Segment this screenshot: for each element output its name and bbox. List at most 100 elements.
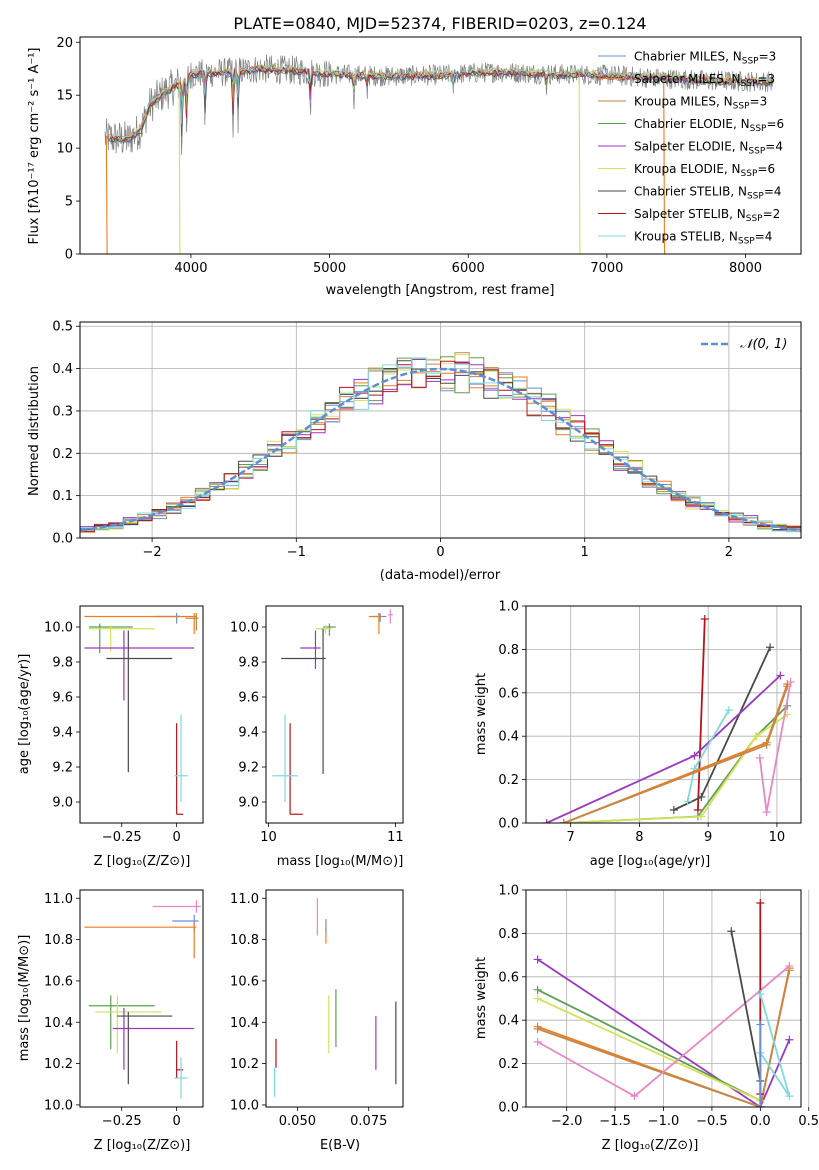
weight-marker [559,819,568,823]
weight-line [563,686,789,823]
x-tick-label: 8 [635,830,643,845]
y-tick-label: 1.0 [498,600,519,615]
y-tick-label: 10.0 [230,1098,259,1113]
weight-vs-age-ylabel: mass weight [474,673,489,755]
plot-marks [533,899,794,1107]
y-tick-label: 0.2 [498,1057,519,1072]
weight-marker [762,740,771,749]
x-tick-label: 0 [436,545,444,560]
x-tick-label: 0.5 [798,1114,819,1129]
plot-marks [80,352,801,533]
residual-histogram [80,367,801,533]
residual-histogram [80,357,801,533]
y-tick-label: 0.1 [52,489,73,504]
y-tick-label: 10.4 [230,1016,259,1031]
legend-label: Kroupa MILES, NSSP=3 [634,95,767,112]
weight-marker [752,732,761,741]
x-tick-label: 0 [173,830,181,845]
weight-marker [724,706,733,715]
legend-label: Kroupa ELODIE, NSSP=6 [634,162,775,179]
plot-marks [104,54,774,254]
spectrum-edge-drop [178,83,181,254]
weight-marker [533,985,542,994]
x-tick-label: 5000 [313,261,346,276]
age-vs-metallicity-panel: −0.25 0 9.0 9.2 9.4 9.6 9.8 10.0 [44,605,204,845]
weight-vs-metallicity-xlabel: Z [log₁₀(Z/Z⊙)] [602,1138,699,1153]
model-spectrum-line [109,67,773,145]
y-tick-label: 1.0 [498,884,519,899]
residual-histogram [80,360,801,532]
age-vs-metallicity-xlabel: Z [log₁₀(Z/Z⊙)] [94,854,191,869]
weight-marker [533,955,542,964]
y-tick-label: 0.6 [498,970,519,985]
axes-frame [79,605,204,824]
y-tick-label: 11.0 [44,892,73,907]
plot-marks [84,613,199,815]
legend-label: Chabrier MILES, NSSP=3 [634,50,776,67]
y-tick-label: 9.2 [238,761,259,776]
spectrum-edge-drop [105,137,108,254]
axes-frame [525,889,802,1108]
weight-marker [756,1020,765,1029]
x-tick-label: −0.5 [696,1114,728,1129]
age-vs-metallicity-ylabel: age [log₁₀(age/yr)] [17,654,32,775]
x-tick-label: −1.0 [648,1114,680,1129]
y-tick-label: 9.6 [52,691,73,706]
weight-line [563,713,788,823]
plot-marks [84,900,201,1099]
x-tick-label: 0.050 [279,1114,316,1129]
legend-label: Salpeter ELODIE, NSSP=4 [634,140,783,157]
residual-histogram [80,352,801,532]
legend-label: Salpeter STELIB, NSSP=2 [634,207,780,224]
weight-line [758,681,792,813]
weight-vs-metallicity-ylabel: mass weight [474,957,489,1039]
y-tick-label: 10.4 [44,1016,73,1031]
x-tick-label: 4000 [174,261,207,276]
x-tick-label: −2 [143,545,162,560]
plot-marks [272,609,393,815]
x-tick-label: 2 [725,545,733,560]
weight-marker [533,1037,542,1046]
y-tick-label: 0.4 [498,1014,519,1029]
weight-marker [766,643,775,652]
weight-line [537,997,761,1102]
x-tick-label: 10 [769,830,786,845]
weight-marker [762,808,771,817]
mass-vs-ebv-panel: 0.050 0.075 10.0 10.2 10.4 10.6 10.8 11.0 [230,889,404,1129]
axes-frame [79,889,204,1108]
x-tick-label: 7000 [590,261,623,276]
plot-marks [273,898,397,1097]
gaussian-legend-label: 𝒩(0, 1) [740,337,787,352]
y-tick-label: 0.0 [52,532,73,547]
weight-marker [776,671,785,680]
y-tick-label: 0.2 [52,447,73,462]
weight-line [537,970,791,1107]
weight-marker [755,753,764,762]
x-tick-label: 11 [387,830,404,845]
weight-line [730,931,762,1107]
y-tick-label: 20 [56,36,73,51]
mass-vs-ebv-xlabel: E(B-V) [320,1138,360,1153]
weight-marker [690,751,699,760]
y-tick-label: 0.4 [498,730,519,745]
weight-marker [533,994,542,1003]
weight-marker [756,1103,765,1107]
spectrum-edge-drop [663,78,666,254]
x-tick-label: 1 [581,545,589,560]
y-tick-label: 10.0 [44,1098,73,1113]
spectrum-edge-drop [578,74,581,254]
mass-vs-metallicity-panel: −0.25 0 10.0 10.2 10.4 10.6 10.8 11.0 [44,889,204,1129]
y-tick-label: 5 [65,195,73,210]
age-vs-mass-panel: 10 11 9.0 9.2 9.4 9.6 9.8 10.0 [230,605,404,845]
x-tick-label: 0 [173,1114,181,1129]
spectrum-ylabel: Flux [fλ10⁻¹⁷ erg cm⁻² s⁻¹ A⁻¹] [27,48,42,245]
y-tick-label: 9.4 [238,726,259,741]
weight-vs-age-panel: 7 8 9 10 0.0 0.2 0.4 0.6 0.8 1.0 [498,600,802,845]
y-tick-label: 10.6 [44,974,73,989]
weight-marker [756,990,765,999]
weight-line [563,683,789,823]
y-tick-label: 0.4 [52,362,73,377]
axes-frame [79,36,802,255]
x-tick-label: −1 [287,545,306,560]
